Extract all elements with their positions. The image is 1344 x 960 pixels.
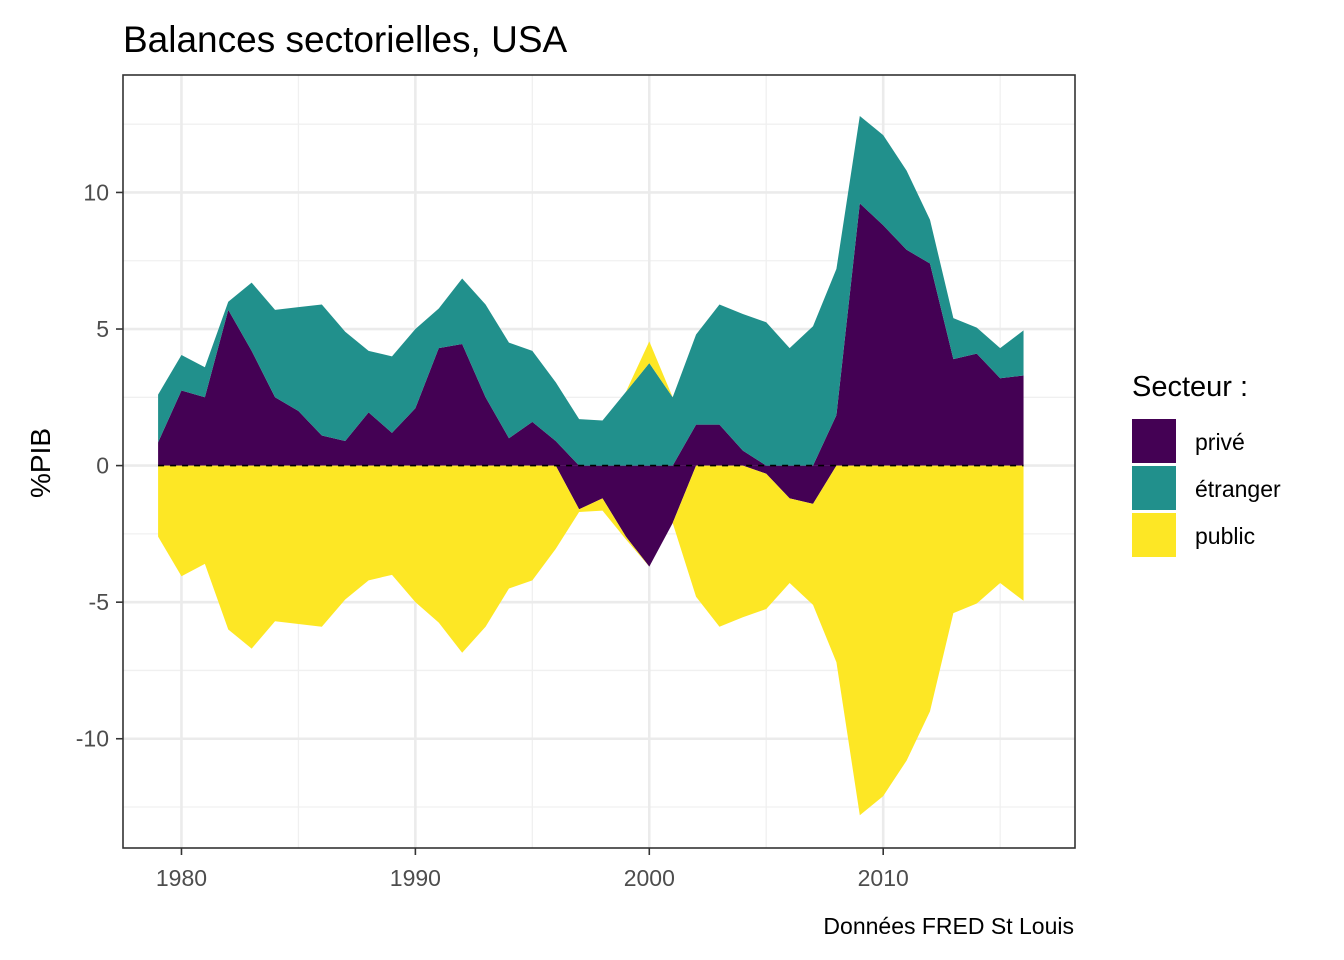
x-tick-label: 1990 (390, 865, 441, 891)
legend-key-etranger (1132, 466, 1176, 510)
plot-border (122, 74, 1076, 849)
legend-label-public: public (1195, 523, 1255, 549)
legend: Secteur : privé étranger public (1132, 371, 1281, 557)
y-tick-label: 5 (96, 316, 109, 342)
y-tick-label: -5 (89, 589, 109, 615)
y-tick-label: 10 (83, 179, 109, 205)
y-tick-label: 0 (96, 453, 109, 479)
legend-key-public (1132, 513, 1176, 557)
x-tick-label: 2010 (858, 865, 909, 891)
x-axis: 1980 1990 2000 2010 (156, 848, 909, 891)
legend-label-prive: privé (1195, 429, 1245, 455)
legend-title: Secteur : (1132, 371, 1248, 403)
x-tick-label: 2000 (624, 865, 675, 891)
area-etranger-positive (158, 115, 1024, 466)
y-axis: -10 -5 0 5 10 (76, 179, 123, 752)
area-series (158, 115, 1024, 816)
chart-title: Balances sectorielles, USA (123, 19, 568, 60)
y-axis-title: %PIB (25, 428, 56, 498)
legend-key-prive (1132, 419, 1176, 463)
chart-caption: Données FRED St Louis (823, 913, 1074, 939)
area-prive-negative (158, 465, 1024, 567)
legend-label-etranger: étranger (1195, 476, 1281, 502)
x-tick-label: 1980 (156, 865, 207, 891)
area-public-negative (158, 465, 1024, 816)
area-prive-positive (158, 203, 1024, 466)
y-tick-label: -10 (76, 726, 109, 752)
